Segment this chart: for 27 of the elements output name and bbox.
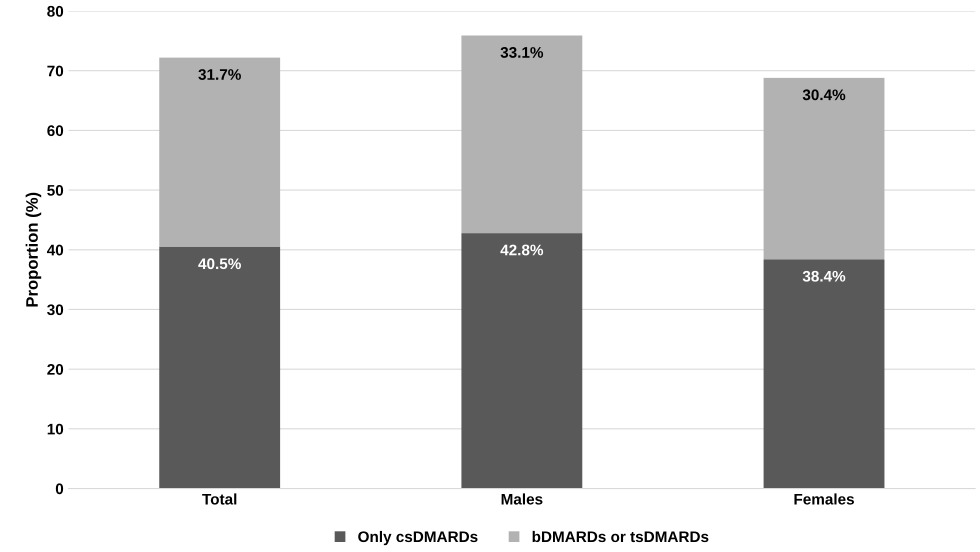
data-label: 40.5% bbox=[198, 258, 241, 270]
bar bbox=[764, 78, 884, 260]
x-tick-label: Total bbox=[202, 493, 236, 505]
y-tick-label: 20 bbox=[47, 364, 64, 375]
data-label: 31.7% bbox=[198, 69, 241, 80]
bar bbox=[764, 259, 884, 489]
y-tick-label: 70 bbox=[47, 66, 64, 76]
bar bbox=[461, 36, 582, 234]
data-label: 38.4% bbox=[802, 270, 846, 282]
legend-label: Only csDMARDs bbox=[358, 530, 478, 546]
x-tick-label: Females bbox=[794, 493, 854, 505]
data-label: 30.4% bbox=[802, 89, 846, 100]
bar bbox=[159, 246, 280, 489]
y-tick-label: 10 bbox=[48, 424, 64, 435]
x-tick-label: Males bbox=[502, 493, 542, 505]
y-tick-label: 40 bbox=[46, 244, 64, 256]
bar bbox=[461, 233, 582, 489]
data-label: 42.8% bbox=[500, 244, 544, 256]
y-tick-label: 0 bbox=[56, 483, 64, 494]
y-tick-label: 50 bbox=[47, 184, 64, 196]
y-tick-label: 80 bbox=[47, 6, 64, 17]
bar bbox=[159, 58, 280, 247]
y-tick-label: 60 bbox=[47, 125, 64, 136]
data-label: 33.1% bbox=[500, 47, 544, 58]
y-axis-title: Proportion (%) bbox=[26, 192, 42, 307]
legend-label: bDMARDs or tsDMARDs bbox=[532, 530, 708, 542]
y-tick-label: 30 bbox=[47, 304, 64, 316]
